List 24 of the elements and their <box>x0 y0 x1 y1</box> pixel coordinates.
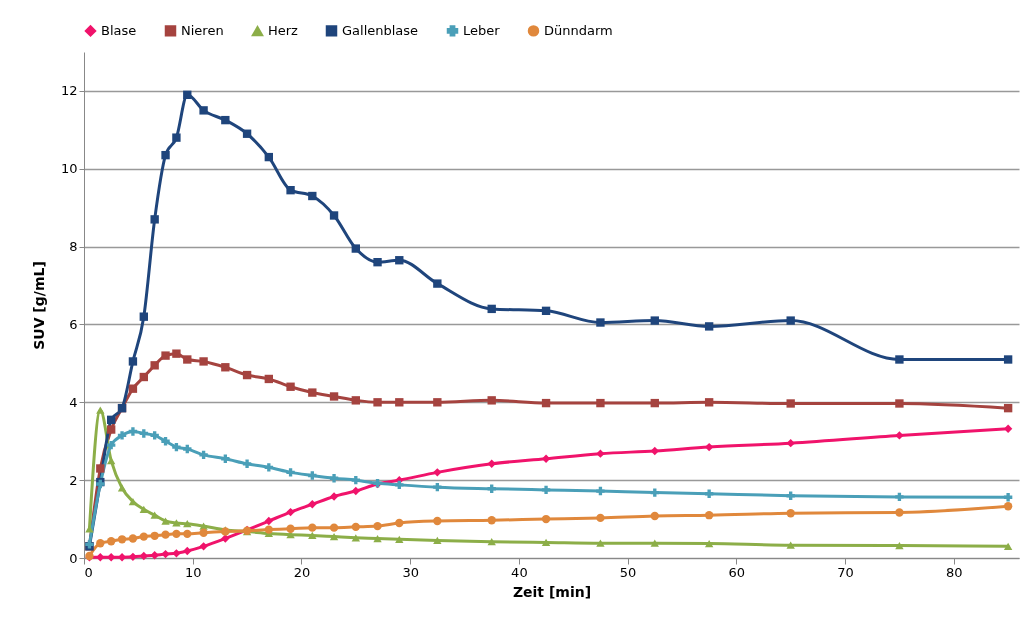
y-tick-label: 8 <box>69 239 78 255</box>
legend-label: Blase <box>101 22 137 38</box>
x-tick-label: 0 <box>84 564 93 580</box>
y-axis-title: SUV [g/mL] <box>30 261 47 350</box>
legend-label: Herz <box>268 23 299 39</box>
x-tick-label: 70 <box>837 564 854 580</box>
legend-label: Dünndarm <box>544 22 613 38</box>
x-axis-title: Zeit [min] <box>512 583 592 600</box>
x-tick-label: 10 <box>184 564 202 580</box>
x-tick-label: 40 <box>511 564 528 580</box>
y-tick-label: 4 <box>69 394 78 410</box>
legend-label: Gallenblase <box>342 22 419 38</box>
y-tick-label: 2 <box>69 472 78 488</box>
legend-label: Leber <box>463 22 501 38</box>
x-tick-label: 30 <box>402 564 419 580</box>
x-tick-label: 60 <box>728 564 746 580</box>
legend-label: Nieren <box>181 22 224 38</box>
x-tick-label: 20 <box>293 564 311 580</box>
x-tick-label: 80 <box>945 564 963 580</box>
x-tick-label: 50 <box>619 564 637 580</box>
y-tick-label: 10 <box>60 161 78 177</box>
y-tick-label: 0 <box>69 550 78 566</box>
y-tick-label: 6 <box>69 316 78 332</box>
y-tick-label: 12 <box>60 83 78 99</box>
